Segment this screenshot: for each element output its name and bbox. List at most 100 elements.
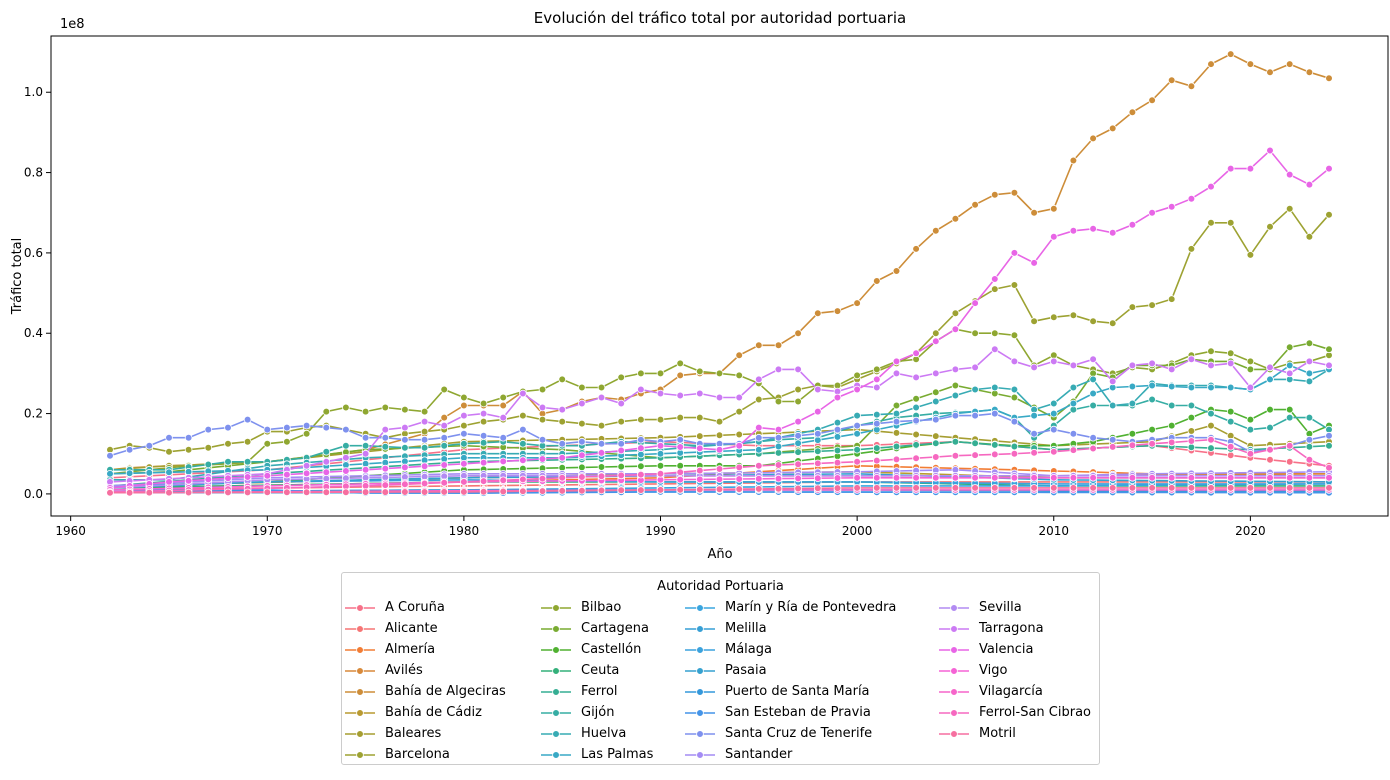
data-point (833, 307, 842, 315)
data-point (1108, 229, 1117, 237)
x-tick-label: 1960 (55, 524, 86, 538)
data-point (971, 439, 979, 448)
data-point (1285, 361, 1294, 370)
legend-entry: Baleares (345, 723, 506, 744)
data-point (774, 484, 783, 493)
data-point (204, 443, 213, 452)
legend-swatch (345, 750, 375, 759)
data-point (361, 465, 370, 474)
data-point (931, 227, 940, 235)
data-point (381, 464, 390, 473)
data-point (440, 413, 449, 422)
data-point (125, 445, 134, 454)
data-point (813, 429, 822, 438)
data-point (1108, 124, 1117, 133)
data-point (1266, 423, 1274, 432)
data-point (754, 423, 763, 432)
legend-entry: Marín y Ría de Pontevedra (685, 597, 896, 618)
data-point (440, 385, 449, 394)
data-point (951, 473, 960, 482)
data-point (1305, 233, 1314, 241)
legend-entry: Huelva (541, 723, 653, 744)
data-point (322, 447, 331, 456)
data-point (715, 445, 724, 454)
data-point (853, 385, 861, 394)
data-point (1128, 473, 1137, 482)
data-point (813, 407, 822, 416)
data-point (1069, 361, 1078, 370)
data-point (283, 470, 291, 479)
legend-swatch (939, 687, 969, 696)
data-point (1089, 134, 1097, 143)
data-point (715, 369, 724, 378)
data-point (1089, 433, 1097, 442)
data-point (833, 393, 842, 402)
data-point (224, 457, 232, 466)
data-point (1069, 473, 1078, 482)
data-point (1187, 427, 1196, 435)
data-point (1207, 484, 1215, 492)
data-point (597, 439, 606, 448)
data-point (1207, 182, 1215, 191)
data-point (1108, 319, 1117, 328)
legend-label: Sevilla (979, 600, 1022, 615)
data-point (617, 486, 625, 495)
data-point (637, 462, 645, 471)
data-point (1285, 369, 1294, 378)
data-point (695, 466, 704, 475)
data-point (1187, 413, 1196, 422)
data-point (912, 373, 920, 382)
data-point (1148, 473, 1156, 482)
data-point (833, 474, 842, 482)
data-point (597, 463, 606, 471)
legend-swatch (541, 708, 571, 717)
data-point (872, 375, 881, 384)
legend-entry: A Coruña (345, 597, 506, 618)
legend-entry: San Esteban de Pravia (685, 702, 896, 723)
data-point (971, 484, 979, 492)
data-point (538, 415, 547, 424)
data-point (1305, 369, 1314, 378)
data-point (990, 345, 999, 354)
plot-frame (50, 35, 1389, 517)
data-point (538, 385, 547, 394)
data-point (1069, 156, 1078, 165)
data-point (1246, 357, 1255, 366)
data-point (676, 435, 684, 444)
data-point (1207, 409, 1215, 418)
legend-entry: Cartagena (541, 618, 653, 639)
data-point (754, 375, 763, 384)
y-tick-label: 1.0 (24, 85, 43, 99)
data-point (853, 429, 861, 438)
data-point (125, 488, 134, 497)
data-point (1285, 170, 1294, 179)
data-point (676, 443, 684, 451)
data-point (578, 419, 586, 428)
data-point (1148, 425, 1156, 434)
data-point (1167, 365, 1176, 374)
data-point (440, 488, 449, 496)
data-point (1207, 347, 1215, 356)
data-point (656, 415, 665, 424)
data-point (676, 359, 684, 368)
legend-swatch (685, 729, 715, 738)
data-point (853, 411, 861, 420)
data-point (1128, 484, 1137, 492)
legend-entry: Pasaia (685, 660, 896, 681)
x-tick-label: 2020 (1235, 524, 1266, 538)
data-point (774, 449, 783, 457)
data-point (1167, 438, 1176, 447)
data-point (1266, 484, 1274, 492)
legend-swatch (541, 645, 571, 654)
data-point (1069, 399, 1078, 408)
data-point (538, 487, 547, 495)
data-point (519, 439, 527, 448)
legend-swatch (541, 624, 571, 633)
data-point (931, 337, 940, 346)
data-point (440, 441, 449, 450)
data-point (401, 435, 409, 444)
data-point (715, 417, 724, 426)
data-point (872, 410, 881, 419)
data-point (1148, 484, 1156, 492)
legend-entry: Melilla (685, 618, 896, 639)
